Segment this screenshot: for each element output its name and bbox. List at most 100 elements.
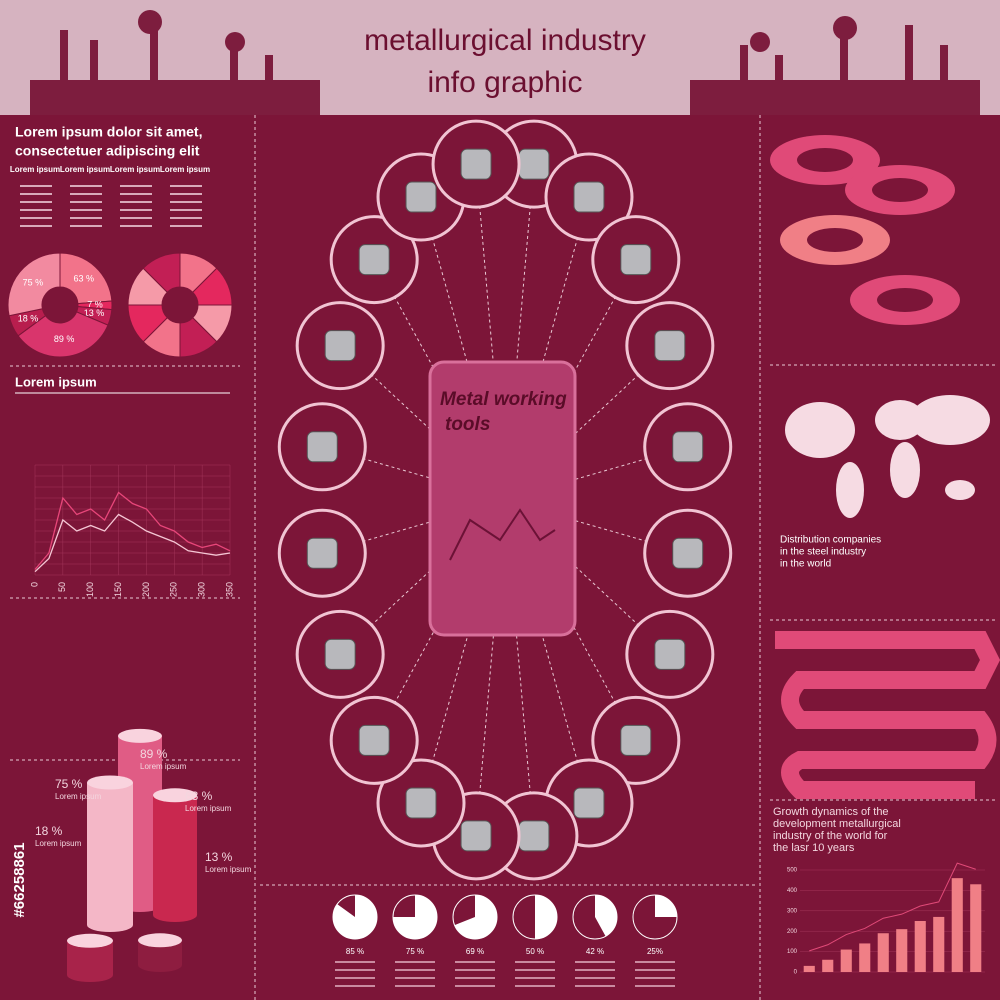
factory-silhouette [30, 10, 980, 115]
connector [475, 628, 495, 836]
donut-label: 89 % [54, 334, 75, 344]
x-tick-label: 100 [85, 582, 95, 597]
cylinder-top [138, 933, 182, 948]
dividers [10, 115, 995, 1000]
y-tick-label: 200 [787, 929, 798, 935]
pie-fill [454, 895, 498, 939]
icon [460, 148, 492, 180]
cylinder-label: 13 % [205, 850, 233, 864]
intro-heading: Lorem ipsum dolor sit amet, [15, 124, 202, 140]
icon [620, 244, 652, 276]
bar [970, 884, 982, 972]
x-tick-label: 150 [113, 582, 123, 597]
bar [933, 916, 945, 972]
y-tick-label: 0 [794, 970, 798, 976]
connector [373, 259, 456, 409]
icon [358, 244, 390, 276]
connector [373, 591, 456, 741]
bar [859, 943, 871, 972]
world-map [785, 395, 990, 518]
line-series [34, 513, 231, 573]
icon [518, 148, 550, 180]
connector [554, 259, 637, 409]
icon [620, 724, 652, 756]
icon [405, 181, 437, 213]
donut-label: 63 % [74, 274, 95, 284]
cylinder-label: 89 % [140, 747, 168, 761]
x-tick-label: 200 [141, 582, 151, 597]
icon [654, 330, 686, 362]
connector [475, 164, 495, 372]
x-tick-label: 300 [197, 582, 207, 597]
cylinder-label: 75 % [55, 777, 83, 791]
cylinder-caption: Lorem ipsum [35, 839, 82, 848]
pie-fill [333, 895, 377, 939]
icon [672, 537, 704, 569]
pie-fill [655, 895, 677, 917]
donut-label: 75 % [23, 277, 44, 287]
pie-label: 75 % [406, 947, 424, 956]
donut-label: 7 % [87, 300, 103, 310]
map-caption: Distribution companies [780, 535, 881, 546]
x-tick-label: 250 [169, 582, 179, 597]
pie-fill [595, 895, 617, 937]
donut-segment [59, 252, 113, 305]
cylinder-label: 63 % [185, 789, 213, 803]
snake-arrow [775, 631, 1000, 799]
icon [672, 431, 704, 463]
rings-3d [770, 135, 960, 325]
bar [822, 959, 834, 972]
connector [339, 558, 443, 655]
pie-fill [535, 895, 557, 939]
center-panel: Metal working tools [428, 360, 577, 637]
column-heading: Lorem ipsum [10, 165, 60, 174]
bar [803, 965, 815, 972]
icon [654, 638, 686, 670]
y-tick-label: 300 [787, 908, 798, 914]
donut-label: 18 % [18, 314, 39, 324]
pie-fill [393, 895, 437, 939]
growth-caption: development metallurgical [773, 818, 901, 830]
icon [518, 820, 550, 852]
icon [460, 820, 492, 852]
icon [358, 724, 390, 756]
pie-label: 50 % [526, 947, 544, 956]
cylinder [67, 940, 113, 982]
bar [896, 929, 908, 972]
map-caption: in the steel industry [780, 547, 866, 558]
pie-label: 69 % [466, 947, 484, 956]
growth-caption: the lasr 10 years [773, 842, 855, 854]
cylinder-top [87, 775, 133, 790]
cylinder-caption: Lorem ipsum [55, 792, 102, 801]
icon [573, 181, 605, 213]
intro-heading: consectetuer adipiscing elit [15, 143, 200, 159]
column-heading: Lorem ipsum [110, 165, 160, 174]
pie-label: 25% [647, 947, 663, 956]
bar [914, 921, 926, 972]
growth-caption: Growth dynamics of the [773, 806, 889, 818]
donut-label: 13 % [84, 308, 105, 318]
connector [567, 345, 671, 442]
donut-segment [17, 311, 109, 358]
cylinder-label: 18 % [35, 824, 63, 838]
cylinder-top [153, 788, 197, 803]
center-label: Metal working [440, 389, 567, 410]
icon [324, 330, 356, 362]
connector [554, 591, 637, 741]
icon [306, 431, 338, 463]
y-tick-label: 400 [787, 888, 798, 894]
cylinder-caption: Lorem ipsum [140, 762, 187, 771]
y-tick-label: 100 [787, 949, 798, 955]
section-heading: Lorem ipsum [15, 374, 97, 389]
cylinder-top [118, 728, 162, 743]
line-series [34, 491, 231, 570]
cylinder-caption: Lorem ipsum [185, 804, 232, 813]
donut-segment [7, 252, 61, 317]
donut-decor [142, 252, 181, 293]
bar [951, 878, 963, 972]
cylinder [138, 940, 182, 972]
cylinder-top [67, 933, 113, 948]
column-heading: Lorem ipsum [160, 165, 210, 174]
